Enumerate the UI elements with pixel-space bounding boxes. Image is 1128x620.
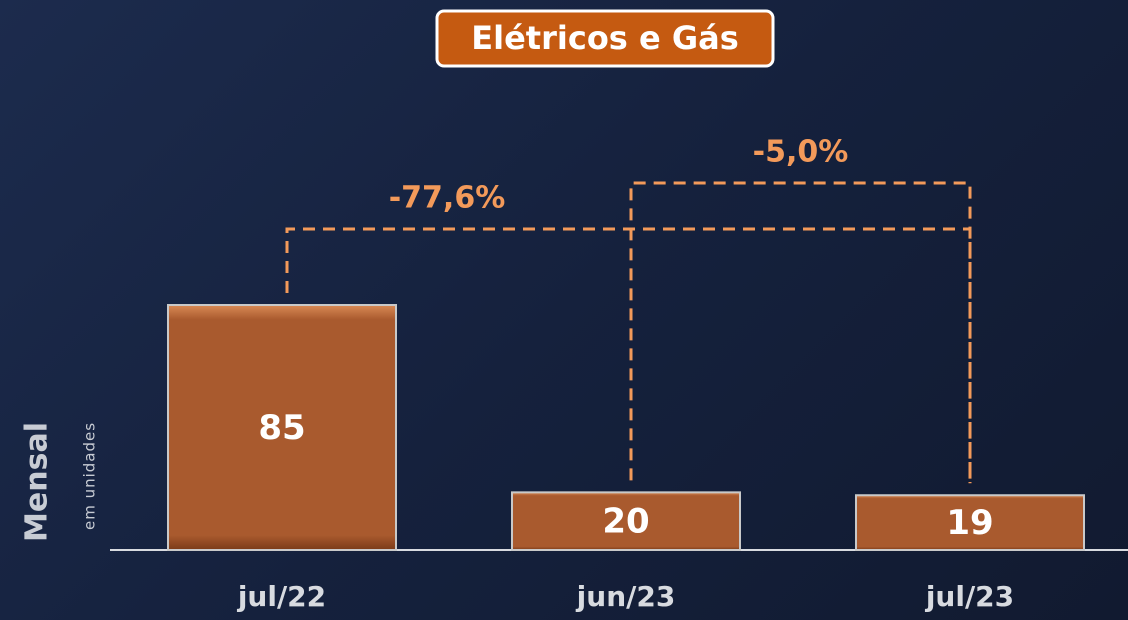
bar [167, 304, 397, 551]
data-label: 19 [946, 503, 993, 543]
bar [511, 491, 741, 551]
x-tick-label: jun/23 [576, 580, 676, 613]
y-axis-label: Mensal [20, 422, 55, 542]
comparison-label: -5,0% [753, 135, 849, 170]
bar [855, 494, 1085, 551]
comparison-label: -77,6% [389, 181, 506, 216]
comparison-bracket [629, 181, 972, 484]
x-tick-label: jul/22 [237, 580, 326, 613]
chart-title: Elétricos e Gás [471, 19, 738, 57]
comparison-bracket [285, 227, 972, 484]
x-tick-label: jul/23 [925, 580, 1014, 613]
y-axis-sublabel: em unidades [81, 422, 99, 530]
data-label: 20 [602, 502, 649, 542]
title-box [435, 9, 775, 68]
data-label: 85 [258, 408, 305, 448]
